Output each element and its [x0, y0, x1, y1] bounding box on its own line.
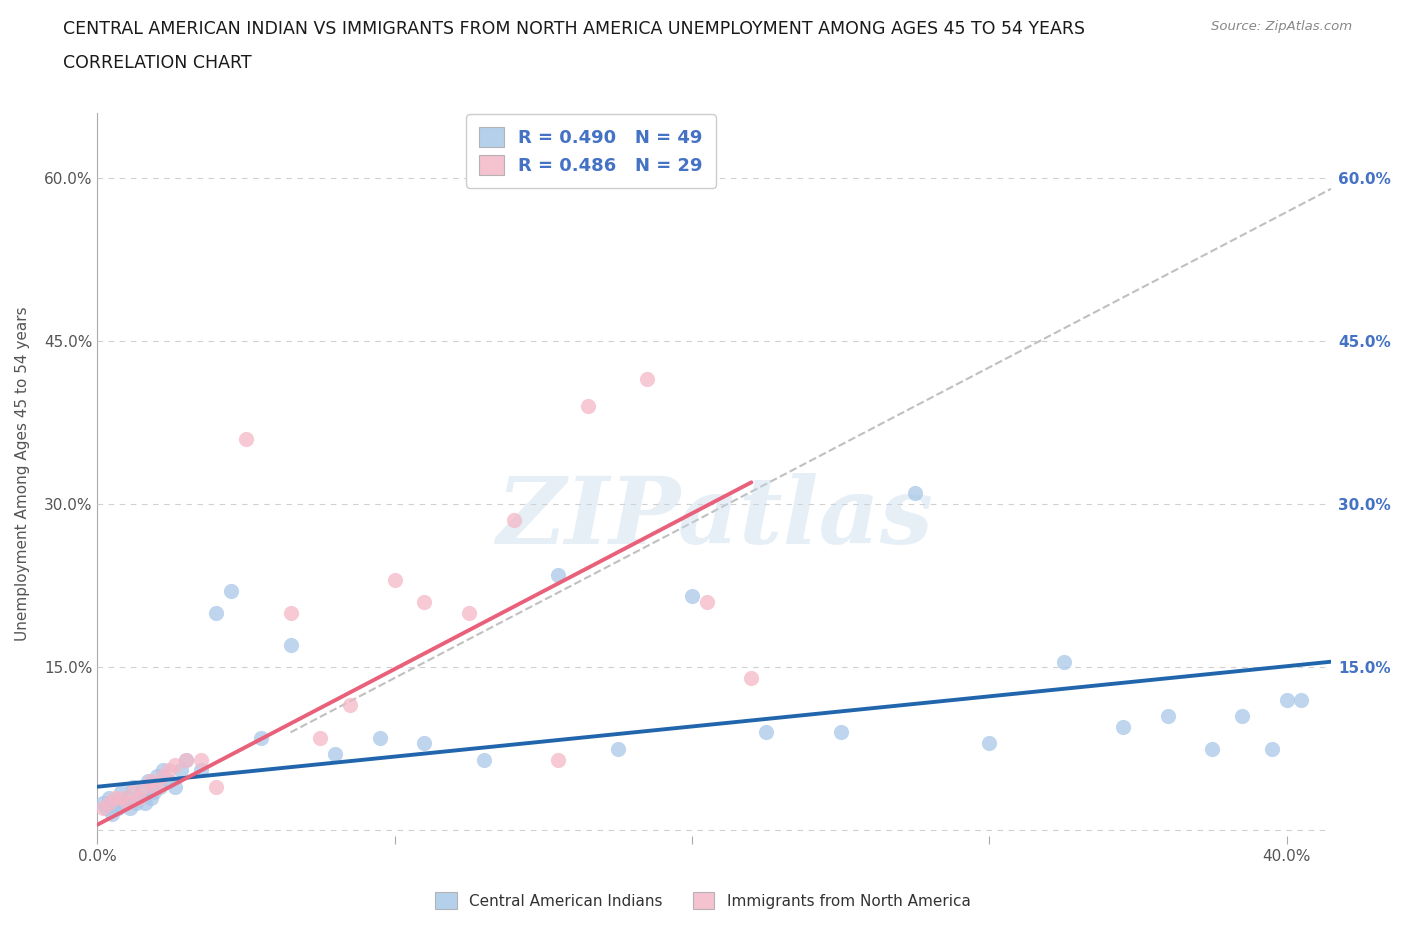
Text: CENTRAL AMERICAN INDIAN VS IMMIGRANTS FROM NORTH AMERICA UNEMPLOYMENT AMONG AGES: CENTRAL AMERICAN INDIAN VS IMMIGRANTS FR… — [63, 20, 1085, 38]
Point — [139, 774, 162, 789]
Point — [104, 790, 127, 805]
Point — [576, 399, 599, 414]
Point — [91, 795, 114, 810]
Point — [1260, 741, 1282, 756]
Point — [696, 594, 718, 609]
Point — [134, 779, 156, 794]
Point — [122, 779, 145, 794]
Point — [339, 698, 361, 712]
Point — [169, 763, 191, 777]
Point — [101, 806, 124, 821]
Point — [1230, 709, 1253, 724]
Point — [98, 795, 121, 810]
Point — [190, 752, 212, 767]
Point — [205, 779, 228, 794]
Point — [249, 730, 271, 745]
Text: ZIPatlas: ZIPatlas — [496, 472, 932, 563]
Point — [157, 774, 180, 789]
Point — [547, 752, 569, 767]
Point — [136, 774, 159, 789]
Point — [145, 779, 167, 794]
Point — [91, 801, 114, 816]
Point — [145, 768, 167, 783]
Point — [384, 573, 406, 588]
Point — [163, 758, 186, 773]
Text: Source: ZipAtlas.com: Source: ZipAtlas.com — [1212, 20, 1353, 33]
Point — [190, 763, 212, 777]
Legend: Central American Indians, Immigrants from North America: Central American Indians, Immigrants fro… — [429, 886, 977, 915]
Point — [115, 795, 138, 810]
Point — [235, 432, 257, 446]
Point — [323, 747, 346, 762]
Point — [110, 790, 132, 805]
Point — [157, 763, 180, 777]
Y-axis label: Unemployment Among Ages 45 to 54 years: Unemployment Among Ages 45 to 54 years — [15, 307, 30, 642]
Point — [1275, 692, 1298, 707]
Point — [125, 795, 148, 810]
Point — [547, 567, 569, 582]
Point — [755, 724, 778, 739]
Point — [1112, 720, 1135, 735]
Point — [219, 584, 242, 599]
Point — [118, 801, 141, 816]
Point — [142, 785, 165, 800]
Point — [163, 779, 186, 794]
Point — [131, 785, 153, 800]
Point — [128, 790, 150, 805]
Point — [1052, 655, 1074, 670]
Point — [176, 752, 198, 767]
Point — [104, 795, 127, 810]
Point — [681, 589, 703, 604]
Point — [107, 801, 129, 816]
Point — [413, 736, 436, 751]
Point — [134, 795, 156, 810]
Point — [176, 752, 198, 767]
Point — [1156, 709, 1178, 724]
Point — [636, 372, 658, 387]
Point — [205, 605, 228, 620]
Point — [979, 736, 1001, 751]
Point — [98, 790, 121, 805]
Point — [309, 730, 332, 745]
Text: CORRELATION CHART: CORRELATION CHART — [63, 54, 252, 72]
Point — [112, 795, 135, 810]
Point — [280, 605, 302, 620]
Point — [122, 785, 145, 800]
Point — [110, 785, 132, 800]
Point — [1201, 741, 1223, 756]
Point — [904, 485, 927, 500]
Point — [152, 768, 174, 783]
Point — [128, 790, 150, 805]
Point — [152, 763, 174, 777]
Legend: R = 0.490   N = 49, R = 0.486   N = 29: R = 0.490 N = 49, R = 0.486 N = 29 — [465, 114, 716, 188]
Point — [115, 790, 138, 805]
Point — [149, 779, 172, 794]
Point — [740, 671, 762, 685]
Point — [368, 730, 391, 745]
Point — [458, 605, 481, 620]
Point — [280, 638, 302, 653]
Point — [472, 752, 495, 767]
Point — [502, 513, 524, 528]
Point — [413, 594, 436, 609]
Point — [606, 741, 628, 756]
Point — [830, 724, 852, 739]
Point — [96, 801, 118, 816]
Point — [139, 790, 162, 805]
Point — [1291, 692, 1313, 707]
